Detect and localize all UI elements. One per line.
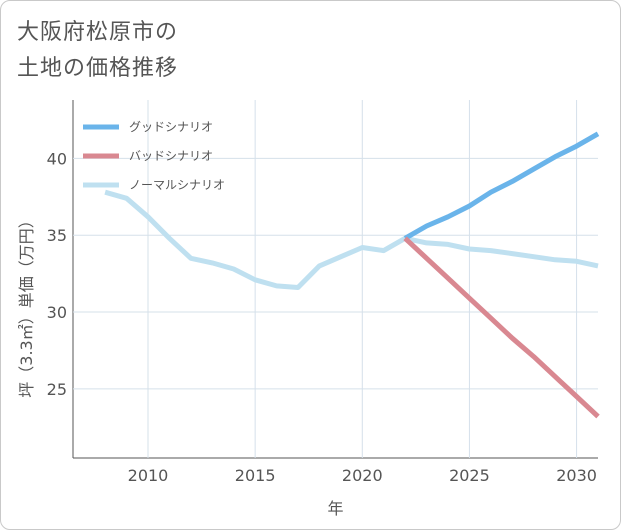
- series-line-2: [104, 189, 599, 290]
- chart-title: 大阪府松原市の 土地の価格推移: [17, 15, 178, 87]
- x-axis-title: 年: [327, 499, 343, 518]
- y-tick-labels: 25 30 35 40: [47, 149, 67, 398]
- y-tick-label: 40: [47, 149, 67, 168]
- legend-label-0: グッドシナリオ: [129, 120, 213, 134]
- series-line-1: [403, 236, 600, 419]
- x-tick-label: 2030: [556, 466, 597, 485]
- x-tick-label: 2015: [235, 466, 276, 485]
- chart-title-line-1: 大阪府松原市の: [17, 20, 179, 45]
- legend-label-1: バッドシナリオ: [129, 149, 213, 163]
- legend-label-2: ノーマルシナリオ: [129, 178, 225, 192]
- x-tick-label: 2010: [128, 466, 169, 485]
- y-tick-label: 30: [47, 303, 67, 322]
- chart-title-line-2: 土地の価格推移: [17, 56, 179, 81]
- y-axis-title: 坪（3.3㎡）単価（万円）: [17, 212, 36, 397]
- x-tick-label: 2020: [342, 466, 383, 485]
- x-tick-labels: 2010 2015 2020 2025 2030: [128, 466, 597, 485]
- series-line-0: [403, 131, 600, 241]
- y-tick-label: 25: [47, 380, 67, 399]
- series-layer: [104, 131, 600, 419]
- y-tick-label: 35: [47, 226, 67, 245]
- x-tick-label: 2025: [449, 466, 490, 485]
